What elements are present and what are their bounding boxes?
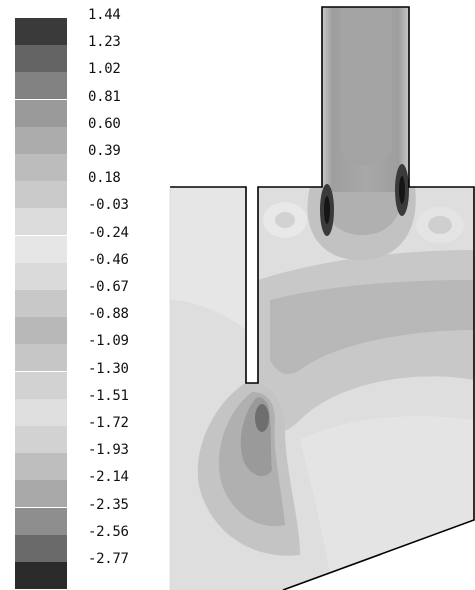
color-legend: 1.44 1.23 1.02 0.81 0.60 0.39 0.18 -0.03 -0.24 -0…	[0, 0, 160, 590]
legend-swatch	[15, 18, 67, 45]
legend-swatch	[15, 262, 67, 290]
legend-label: -0.67	[88, 279, 129, 295]
legend-label: -0.24	[88, 224, 129, 241]
legend-swatch	[15, 126, 67, 154]
legend-swatch	[15, 45, 67, 73]
legend-swatch	[15, 562, 67, 589]
legend-label: -2.14	[88, 469, 129, 486]
legend-label: 1.44	[88, 7, 121, 23]
contour-region-lower-light	[300, 416, 474, 573]
legend-swatch	[15, 507, 67, 535]
contour-field	[170, 7, 474, 590]
legend-label: -1.30	[88, 360, 129, 377]
legend-swatch	[15, 371, 67, 399]
legend-label: -0.03	[88, 197, 129, 214]
legend-swatch	[15, 398, 67, 426]
legend-swatch	[15, 72, 67, 100]
contour-region-corner-darkest-right	[399, 176, 405, 204]
legend-swatch	[15, 181, 67, 209]
legend-label: -1.51	[88, 387, 129, 404]
legend-label: -1.72	[88, 415, 129, 431]
legend-label: -0.88	[88, 306, 129, 323]
legend-label: -1.93	[88, 442, 129, 459]
legend-label: -0.46	[88, 251, 129, 268]
contour-region-swirl-left-core	[275, 212, 295, 228]
legend-swatch	[15, 317, 67, 345]
legend-swatch	[15, 290, 67, 317]
legend-label: -1.09	[88, 333, 129, 350]
contour-region-corner-darkest-left	[324, 196, 330, 224]
legend-label: 0.60	[88, 115, 121, 132]
legend-label: -2.35	[88, 496, 129, 513]
domain-outline	[170, 6, 475, 590]
contour-region-light-left	[170, 187, 246, 330]
legend-label: 0.81	[88, 88, 121, 105]
legend-label: 0.39	[88, 143, 121, 159]
contour-region-plume-core	[324, 187, 401, 235]
contour-region-band-dark	[270, 280, 474, 375]
legend-label: 0.18	[88, 170, 121, 187]
legend-swatch	[15, 99, 67, 127]
legend-swatch	[15, 344, 67, 372]
legend-swatch	[15, 235, 67, 263]
legend-swatch	[15, 453, 67, 481]
outlet-flow-inner	[340, 7, 392, 165]
legend-swatch	[15, 480, 67, 508]
legend-swatch	[15, 426, 67, 453]
contour-region-swirl-right-core	[428, 216, 452, 234]
legend-label: 1.02	[88, 61, 121, 78]
contour-region-jet-core	[255, 404, 269, 432]
legend-swatch	[15, 534, 67, 562]
legend-label: -2.77	[88, 551, 129, 567]
legend-label: 1.23	[88, 34, 121, 51]
legend-swatch	[15, 154, 67, 181]
legend-swatch	[15, 208, 67, 236]
legend-label: -2.56	[88, 523, 129, 540]
